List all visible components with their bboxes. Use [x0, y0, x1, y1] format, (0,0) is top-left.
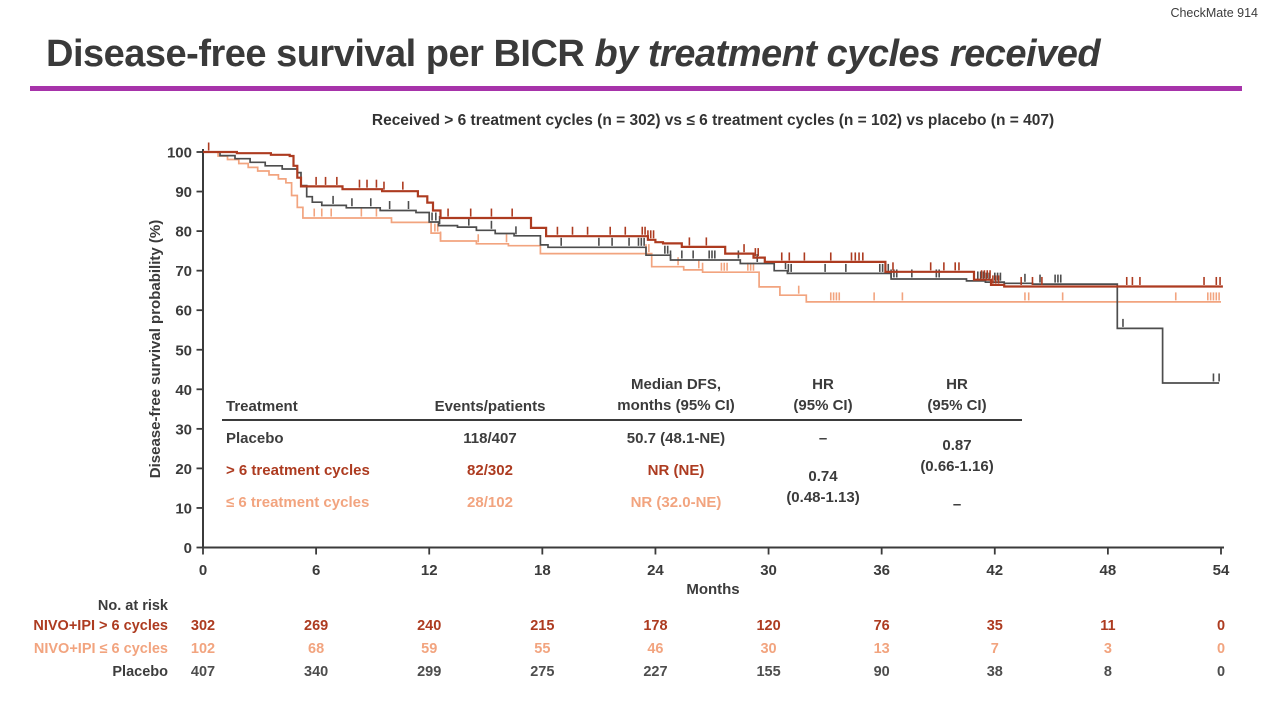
- at-risk-value: 299: [417, 664, 442, 680]
- x-tick-label: 48: [1100, 562, 1117, 579]
- at-risk-value: 30: [760, 641, 777, 657]
- at-risk-value: 0: [1216, 664, 1226, 680]
- page-title-regular: Disease-free survival per BICR: [46, 33, 595, 75]
- at-risk-value: 0: [1216, 618, 1226, 634]
- at-risk-value: 55: [534, 641, 551, 657]
- page-title-italic: by treatment cycles received: [594, 33, 1101, 75]
- y-tick-label: 10: [175, 500, 192, 517]
- x-tick-label: 6: [312, 562, 320, 579]
- y-tick-label: 40: [175, 382, 192, 399]
- km-curve--6-treatment-cycles: [203, 151, 1221, 303]
- km-curve--6-treatment-cycles: [203, 150, 1223, 288]
- y-tick-label: 100: [167, 145, 192, 162]
- km-curve-placebo: [203, 151, 1220, 384]
- at-risk-value: 7: [990, 641, 999, 657]
- watermark-study-id: CheckMate 914: [1170, 6, 1258, 20]
- x-tick-label: 36: [873, 562, 890, 579]
- title-underline: [30, 86, 1242, 91]
- x-tick-label: 24: [647, 562, 664, 579]
- y-tick-label: 0: [184, 540, 192, 557]
- at-risk-value: 8: [1103, 664, 1112, 680]
- at-risk-row-label-gt6: NIVO+IPI > 6 cycles: [33, 618, 168, 634]
- x-tick-label: 30: [760, 562, 777, 579]
- x-tick-label: 18: [534, 562, 551, 579]
- y-tick-label: 60: [175, 303, 192, 320]
- at-risk-value: 178: [643, 618, 668, 634]
- at-risk-value: 90: [873, 664, 890, 680]
- at-risk-value: 3: [1103, 641, 1112, 657]
- at-risk-value: 35: [986, 618, 1003, 634]
- at-risk-value: 59: [421, 641, 438, 657]
- y-tick-label: 50: [175, 342, 192, 359]
- at-risk-value: 120: [756, 618, 781, 634]
- chart-subtitle: Received > 6 treatment cycles (n = 302) …: [371, 112, 1055, 129]
- y-tick-label: 80: [175, 224, 192, 241]
- y-tick-label: 70: [175, 263, 192, 280]
- at-risk-row-label-placebo: Placebo: [112, 664, 168, 680]
- y-tick-label: 20: [175, 461, 192, 478]
- y-tick-label: 90: [175, 184, 192, 201]
- at-risk-value: 13: [873, 641, 890, 657]
- at-risk-value: 38: [986, 664, 1003, 680]
- at-risk-value: 269: [304, 618, 329, 634]
- at-risk-value: 302: [190, 618, 216, 634]
- at-risk-value: 155: [756, 664, 781, 680]
- at-risk-value: 240: [417, 618, 442, 634]
- at-risk-value: 215: [530, 618, 555, 634]
- at-risk-value: 407: [190, 664, 216, 680]
- x-axis-title: Months: [686, 581, 739, 598]
- page-title: Disease-free survival per BICR by treatm…: [46, 33, 1246, 76]
- at-risk-value: 340: [304, 664, 329, 680]
- at-risk-value: 11: [1100, 618, 1116, 634]
- at-risk-value: 0: [1216, 641, 1226, 657]
- at-risk-value: 275: [530, 664, 555, 680]
- x-tick-label: 12: [421, 562, 438, 579]
- y-axis-title: Disease-free survival probability (%): [147, 220, 164, 478]
- x-tick-label: 0: [199, 562, 207, 579]
- y-tick-label: 30: [175, 421, 192, 438]
- at-risk-value: 76: [873, 618, 890, 634]
- at-risk-value: 68: [308, 641, 325, 657]
- at-risk-row-label-le6: NIVO+IPI ≤ 6 cycles: [33, 641, 168, 657]
- at-risk-value: 102: [190, 641, 216, 657]
- at-risk-value: 46: [647, 641, 664, 657]
- at-risk-value: 227: [643, 664, 668, 680]
- x-tick-label: 54: [1213, 562, 1230, 579]
- x-tick-label: 42: [986, 562, 1003, 579]
- at-risk-title: No. at risk: [97, 598, 168, 614]
